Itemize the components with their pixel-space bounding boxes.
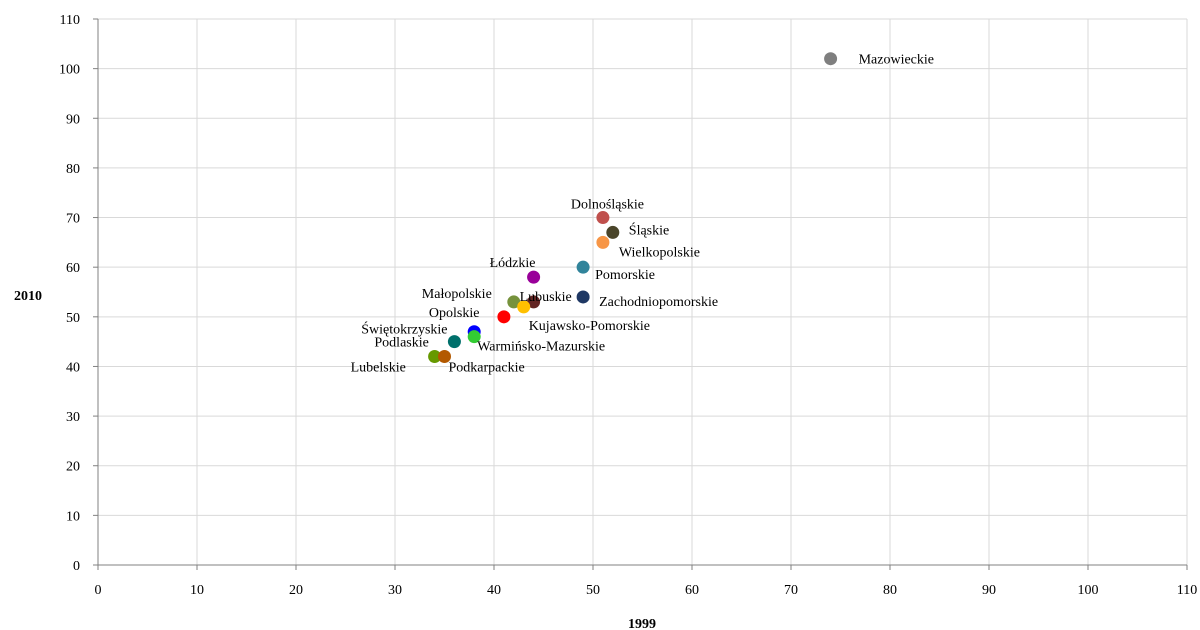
y-tick-label: 40 (66, 360, 80, 375)
grid-lines (98, 18, 1188, 565)
y-tick-label: 90 (66, 112, 80, 127)
y-axis-title: 2010 (14, 289, 42, 304)
point-slaskie (606, 225, 620, 239)
point-label-zachodniopomorskie: Zachodniopomorskie (599, 295, 718, 310)
y-tick-label: 70 (66, 212, 80, 227)
point-dolnoslaskie (596, 211, 610, 225)
x-tick-label: 40 (487, 583, 501, 598)
y-tick-label: 60 (66, 261, 80, 276)
point-label-lubuskie: Lubuskie (520, 290, 572, 305)
x-tick-label: 20 (289, 583, 303, 598)
point-labels: Mazowieckie Dolnośląskie Śląskie Wielkopols… (351, 53, 934, 376)
point-label-slaskie: Śląskie (629, 221, 669, 238)
y-tick-label: 50 (66, 311, 80, 326)
point-lubelskie (428, 350, 442, 364)
point-malopolskie (507, 295, 521, 309)
x-tick-label: 110 (1177, 583, 1197, 598)
x-axis-ticks: 0 10 20 30 40 50 60 70 80 90 100 110 (95, 565, 1197, 598)
point-label-warminsko-mazurskie: Warmińsko-Mazurskie (477, 340, 605, 355)
x-tick-label: 80 (883, 583, 897, 598)
point-label-lubelskie: Lubelskie (351, 361, 406, 376)
x-tick-label: 30 (388, 583, 402, 598)
point-lubuskie (527, 295, 541, 309)
x-axis-title: 1999 (628, 617, 656, 630)
point-kujawsko-pomorskie (517, 300, 531, 314)
y-tick-label: 100 (59, 63, 80, 78)
point-label-dolnoslaskie: Dolnośląskie (571, 198, 644, 213)
point-mazowieckie (824, 52, 838, 66)
point-label-wielkopolskie: Wielkopolskie (619, 245, 700, 260)
y-tick-label: 10 (66, 509, 80, 524)
point-zachodniopomorskie (576, 290, 590, 304)
x-tick-label: 50 (586, 583, 600, 598)
point-lodzkie (527, 270, 541, 284)
point-label-malopolskie: Małopolskie (422, 287, 492, 302)
point-wielkopolskie (596, 235, 610, 249)
y-tick-label: 80 (66, 162, 80, 177)
point-label-swietokrzyskie: Świętokrzyskie (361, 321, 447, 338)
point-pomorskie (576, 260, 590, 274)
x-tick-label: 100 (1078, 583, 1099, 598)
x-tick-label: 0 (95, 583, 102, 598)
x-tick-label: 90 (982, 583, 996, 598)
point-label-opolskie: Opolskie (429, 306, 480, 321)
x-tick-label: 70 (784, 583, 798, 598)
point-label-lodzkie: Łódzkie (490, 256, 536, 271)
y-tick-label: 30 (66, 410, 80, 425)
point-podkarpackie (438, 350, 451, 364)
y-tick-label: 20 (66, 460, 80, 475)
point-opolskie (497, 310, 511, 324)
point-warminsko-mazurskie (467, 330, 481, 344)
point-label-mazowieckie: Mazowieckie (859, 53, 934, 68)
point-label-podlaskie: Podlaskie (374, 336, 428, 351)
y-axis-ticks: 0 10 20 30 40 50 60 70 80 90 100 110 (59, 13, 98, 574)
point-podlaskie (447, 335, 461, 349)
y-tick-label: 110 (60, 13, 80, 28)
x-tick-label: 60 (685, 583, 699, 598)
data-points (428, 52, 838, 364)
point-label-kujawsko-pomorskie: Kujawsko-Pomorskie (529, 319, 650, 334)
y-tick-label: 0 (73, 559, 80, 574)
point-label-pomorskie: Pomorskie (595, 268, 655, 283)
x-tick-label: 10 (190, 583, 204, 598)
point-label-podkarpackie: Podkarpackie (449, 361, 525, 376)
axes (97, 19, 1187, 566)
